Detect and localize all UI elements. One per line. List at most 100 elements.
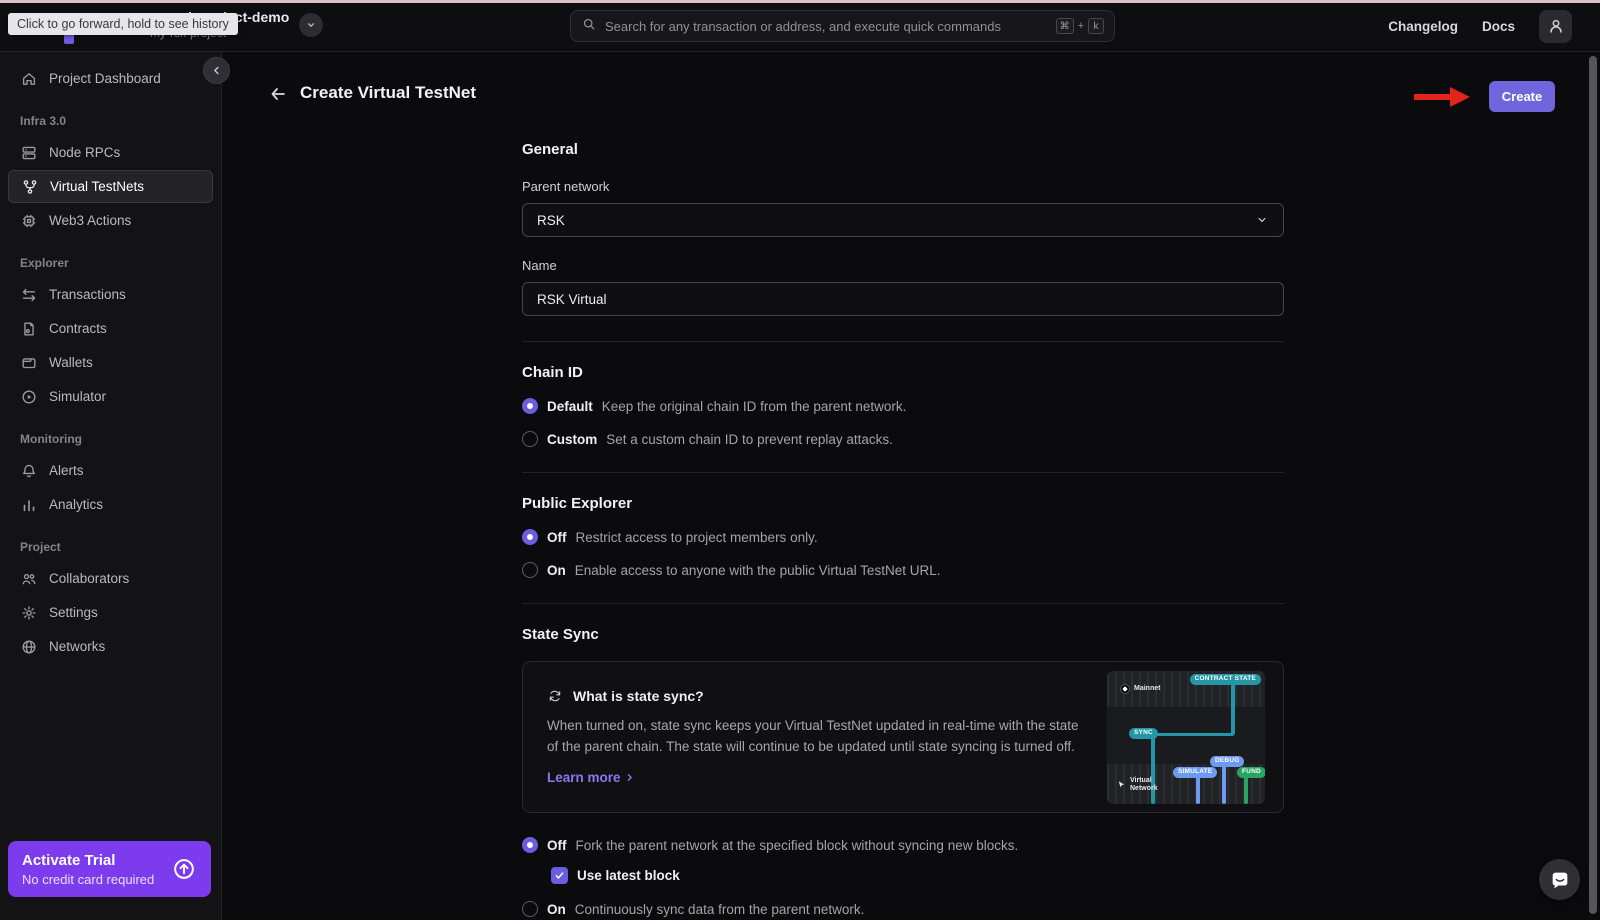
parent-network-select[interactable]: RSK <box>522 203 1284 237</box>
sidebar-item-virtual-testnets[interactable]: Virtual TestNets <box>8 170 213 203</box>
sidebar-item-project-dashboard[interactable]: Project Dashboard <box>8 62 213 95</box>
learn-more-link[interactable]: Learn more <box>547 770 635 785</box>
chat-widget-button[interactable] <box>1539 859 1580 900</box>
globe-icon <box>22 639 36 654</box>
search-shortcut: ⌘ + k <box>1055 18 1104 34</box>
chain-id-option-custom[interactable]: Custom Set a custom chain ID to prevent … <box>522 431 1284 447</box>
chain-id-option-default[interactable]: Default Keep the original chain ID from … <box>522 398 1284 414</box>
sync-card-description: When turned on, state sync keeps your Vi… <box>547 717 1079 754</box>
radio-selected-icon[interactable] <box>522 529 538 545</box>
sidebar-item-simulator[interactable]: Simulator <box>8 380 213 413</box>
debug-badge: DEBUG <box>1210 755 1245 767</box>
bell-icon <box>23 464 35 477</box>
docs-link[interactable]: Docs <box>1481 18 1515 34</box>
chip-icon <box>22 214 36 227</box>
simulate-badge: SIMULATE <box>1173 766 1218 778</box>
sidebar-item-node-rpcs[interactable]: Node RPCs <box>8 136 213 169</box>
radio-unselected-icon[interactable] <box>522 431 538 447</box>
state-sync-info-card: What is state sync? When turned on, stat… <box>522 661 1284 813</box>
parent-network-label: Parent network <box>522 179 610 194</box>
public-explorer-option-off[interactable]: Off Restrict access to project members o… <box>522 529 1284 545</box>
topbar: my-rsk-project-demo my-rsk-project ⌘ + k… <box>0 0 1600 52</box>
use-latest-block-label: Use latest block <box>577 868 680 883</box>
vertical-scrollbar[interactable] <box>1589 56 1597 914</box>
create-button[interactable]: Create <box>1489 81 1555 112</box>
play-circle-icon <box>22 389 36 404</box>
state-sync-heading: State Sync <box>522 626 599 643</box>
divider <box>522 603 1284 604</box>
trial-title: Activate Trial <box>22 851 116 869</box>
global-search[interactable]: ⌘ + k <box>570 10 1115 42</box>
sidebar-section-monitoring: Monitoring <box>20 432 82 446</box>
chevron-right-icon <box>627 773 632 781</box>
sidebar-item-contracts[interactable]: Contracts <box>8 312 213 345</box>
app-logo[interactable] <box>64 34 74 44</box>
sidebar-item-collaborators[interactable]: Collaborators <box>8 562 213 595</box>
trial-subtitle: No credit card required <box>22 871 155 887</box>
gear-icon <box>22 605 36 620</box>
user-avatar-button[interactable] <box>1539 9 1572 43</box>
diagram-line-sync-horizontal <box>1153 732 1234 736</box>
diagram-line-contract <box>1231 682 1235 735</box>
radio-selected-icon[interactable] <box>522 837 538 853</box>
sidebar-section-infra: Infra 3.0 <box>20 114 67 128</box>
project-chevron-down-icon[interactable] <box>299 13 324 37</box>
sidebar-item-analytics[interactable]: Analytics <box>8 488 213 521</box>
k-key-badge: k <box>1088 18 1104 34</box>
sidebar-item-wallets[interactable]: Wallets <box>8 346 213 379</box>
mainnet-icon <box>1120 683 1130 694</box>
checkbox-checked-icon[interactable] <box>551 867 568 884</box>
state-sync-diagram: Mainnet CONTRACT STATE SYNC SIMULATE DEB… <box>1107 670 1265 804</box>
general-heading: General <box>522 141 578 158</box>
divider <box>522 472 1284 473</box>
sidebar-item-networks[interactable]: Networks <box>8 630 213 663</box>
arrow-up-circle-icon <box>174 859 194 879</box>
cmd-key-badge: ⌘ <box>1055 18 1074 34</box>
sidebar-item-transactions[interactable]: Transactions <box>8 278 213 311</box>
name-input[interactable] <box>522 282 1284 316</box>
wallet-icon <box>22 357 36 368</box>
radio-selected-icon[interactable] <box>522 398 538 414</box>
transactions-icon <box>22 288 36 301</box>
name-label: Name <box>522 258 557 273</box>
sync-refresh-icon <box>549 690 561 701</box>
radio-unselected-icon[interactable] <box>522 901 538 917</box>
state-sync-option-on[interactable]: On Continuously sync data from the paren… <box>522 901 1284 917</box>
main-content: Create Virtual TestNet Create General Pa… <box>222 52 1600 920</box>
chevron-left-icon <box>214 66 219 75</box>
activate-trial-banner[interactable]: Activate Trial No credit card required <box>8 841 211 897</box>
create-testnet-form: General Parent network RSK Name Chain ID… <box>522 141 1284 920</box>
state-sync-option-off[interactable]: Off Fork the parent network at the speci… <box>522 837 1284 853</box>
diagram-virtual-network-label: Virtual Network <box>1117 777 1158 793</box>
diagram-line-simulate <box>1196 774 1200 804</box>
cursor-icon <box>1118 781 1125 788</box>
contract-state-badge: CONTRACT STATE <box>1189 673 1261 685</box>
plus-sign: + <box>1077 20 1084 32</box>
sidebar-item-web3-actions[interactable]: Web3 Actions <box>8 204 213 237</box>
search-input[interactable] <box>605 18 1048 34</box>
changelog-link[interactable]: Changelog <box>1388 18 1458 34</box>
sidebar-item-alerts[interactable]: Alerts <box>8 454 213 487</box>
diagram-mainnet-label: Mainnet <box>1120 683 1160 694</box>
sidebar-collapse-button[interactable] <box>203 57 230 84</box>
sync-badge: SYNC <box>1129 727 1158 739</box>
bar-chart-icon <box>23 499 35 511</box>
diagram-line-fund <box>1244 774 1248 804</box>
fork-icon <box>23 179 37 194</box>
public-explorer-option-on[interactable]: On Enable access to anyone with the publ… <box>522 562 1284 578</box>
divider <box>522 341 1284 342</box>
people-icon <box>22 573 36 584</box>
diagram-line-sync-vertical <box>1151 734 1155 804</box>
radio-unselected-icon[interactable] <box>522 562 538 578</box>
use-latest-block-row[interactable]: Use latest block <box>551 867 1284 884</box>
annotation-arrow-icon <box>1414 87 1470 107</box>
parent-network-value: RSK <box>537 212 565 228</box>
chevron-down-icon <box>1258 217 1266 223</box>
back-button[interactable] <box>266 82 290 106</box>
chat-bubble-icon <box>1552 872 1567 888</box>
sidebar-item-settings[interactable]: Settings <box>8 596 213 629</box>
diagram-line-debug <box>1222 763 1226 804</box>
chain-id-heading: Chain ID <box>522 364 583 381</box>
sync-card-title: What is state sync? <box>573 687 704 704</box>
